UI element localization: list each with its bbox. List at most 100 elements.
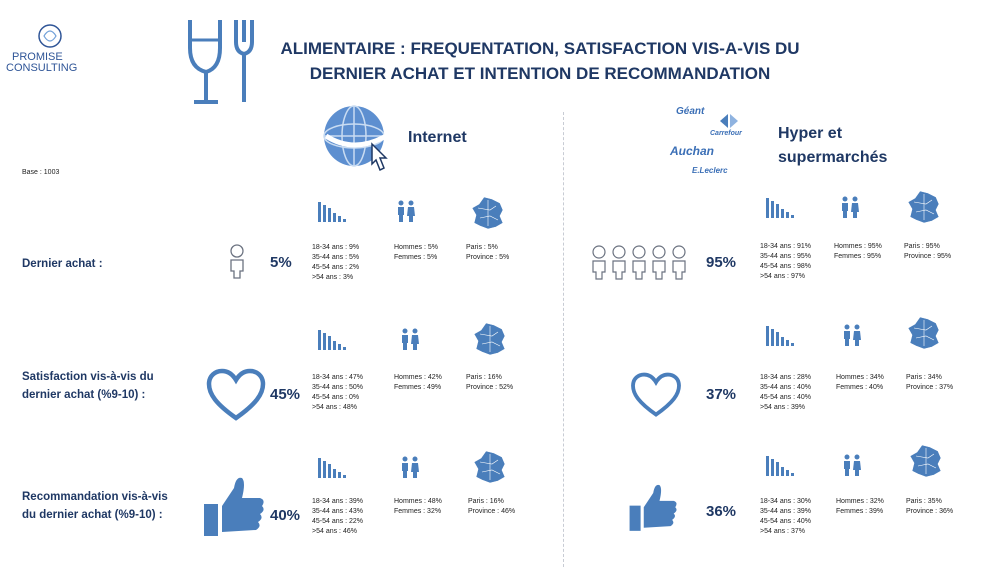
region-line: Province : 52% [466, 384, 514, 391]
age-line: 18-34 ans : 28% [760, 374, 811, 381]
france-map-icon [907, 190, 940, 224]
age-line: 45-54 ans : 22% [312, 518, 363, 525]
region-line: Paris : 16% [468, 498, 504, 505]
thumbs-up-icon [204, 477, 264, 536]
section-divider [563, 112, 564, 567]
internet-dernier-pct: 5% [270, 254, 292, 271]
age-line: 18-34 ans : 30% [760, 498, 811, 505]
sexe-line: Hommes : 48% [394, 498, 442, 505]
hyper-title: Hyper et supermarchés [778, 122, 887, 170]
thumbs-up-icon [629, 484, 677, 531]
hyper-recommandation-pct: 36% [706, 503, 737, 520]
sexe-line: Femmes : 40% [836, 384, 884, 391]
title-line2: DERNIER ACHAT ET INTENTION DE RECOMMANDA… [309, 64, 771, 83]
logo-geant: Géant [676, 106, 705, 117]
age-line: 35-44 ans : 50% [312, 384, 363, 391]
age-bars-icon [766, 198, 794, 218]
heart-icon [631, 372, 681, 417]
title-line1: ALIMENTAIRE : FREQUENTATION, SATISFACTIO… [280, 39, 800, 58]
logo-name-line1: PROMISE [12, 51, 63, 63]
label-recommandation-line1: Recommandation vis-à-vis [22, 491, 168, 503]
logo-auchan: Auchan [670, 144, 715, 158]
internet-recommandation-pct: 40% [270, 507, 301, 524]
region-line: Province : 5% [466, 254, 510, 261]
hyper-recommandation-breakdown: 18-34 ans : 30% 35-44 ans : 39% 45-54 an… [760, 444, 985, 544]
carrefour-icon [720, 114, 738, 128]
age-line: 35-44 ans : 43% [312, 508, 363, 515]
age-line: 18-34 ans : 47% [312, 374, 363, 381]
internet-satisfaction-pct: 45% [270, 386, 301, 403]
label-recommandation: Recommandation vis-à-vis du dernier acha… [22, 488, 168, 524]
france-map-icon [907, 316, 940, 350]
hyper-satisfaction-pct: 37% [706, 386, 737, 403]
age-line: 45-54 ans : 0% [312, 394, 360, 401]
heart-icon [206, 368, 266, 421]
age-line: 18-34 ans : 9% [312, 244, 360, 251]
logo-mark-icon [38, 24, 62, 48]
hyper-dernier-breakdown: 18-34 ans : 91% 35-44 ans : 95% 45-54 an… [760, 190, 985, 290]
man-woman-icon [842, 196, 859, 218]
age-line: 35-44 ans : 95% [760, 253, 811, 260]
logo-leclerc: E.Leclerc [692, 166, 728, 175]
man-woman-icon [844, 324, 861, 346]
sexe-line: Hommes : 42% [394, 374, 442, 381]
people-outline-group [590, 244, 690, 282]
hyper-title-line1: Hyper et [778, 125, 843, 142]
man-woman-icon [402, 456, 419, 478]
man-woman-icon [398, 200, 415, 222]
label-satisfaction: Satisfaction vis-à-vis du dernier achat … [22, 368, 154, 404]
france-map-icon [473, 450, 506, 484]
age-line: 45-54 ans : 2% [312, 264, 360, 271]
france-map-icon [909, 444, 942, 478]
sexe-line: Hommes : 5% [394, 244, 438, 251]
age-line: 18-34 ans : 91% [760, 243, 811, 250]
base-size: Base : 1003 [22, 169, 60, 176]
age-line: 35-44 ans : 5% [312, 254, 360, 261]
age-line: 45-54 ans : 40% [760, 394, 811, 401]
age-line: 35-44 ans : 40% [760, 384, 811, 391]
logo-carrefour: Carrefour [710, 130, 742, 137]
age-line: >54 ans : 46% [312, 528, 357, 535]
sexe-line: Hommes : 34% [836, 374, 884, 381]
age-line: >54 ans : 97% [760, 273, 805, 280]
region-line: Paris : 16% [466, 374, 502, 381]
sexe-line: Femmes : 49% [394, 384, 442, 391]
people-outline-icon [592, 245, 686, 280]
region-line: Paris : 5% [466, 244, 498, 251]
retailer-logos: Géant Carrefour Auchan E.Leclerc [670, 104, 770, 180]
sexe-line: Hommes : 32% [836, 498, 884, 505]
age-bars-icon [318, 458, 346, 478]
age-bars-icon [766, 326, 794, 346]
brand-logo: PROMISE CONSULTING [6, 22, 96, 82]
france-map-icon [473, 322, 506, 356]
sexe-line: Femmes : 5% [394, 254, 438, 261]
age-line: >54 ans : 48% [312, 404, 357, 411]
age-line: >54 ans : 39% [760, 404, 805, 411]
france-map-icon [471, 196, 504, 230]
internet-satisfaction-breakdown: 18-34 ans : 47% 35-44 ans : 50% 45-54 an… [312, 322, 542, 418]
label-dernier-achat: Dernier achat : [22, 258, 103, 270]
food-glass-fork-icon [188, 20, 254, 104]
sexe-line: Femmes : 39% [836, 508, 884, 515]
sexe-line: Femmes : 95% [834, 253, 882, 260]
region-line: Province : 36% [906, 508, 954, 515]
person-outline-icon [230, 244, 244, 279]
internet-title: Internet [408, 129, 467, 146]
label-satisfaction-line2: dernier achat (%9-10) : [22, 389, 146, 401]
page-title: ALIMENTAIRE : FREQUENTATION, SATISFACTIO… [260, 36, 820, 86]
region-line: Paris : 95% [904, 243, 940, 250]
age-bars-icon [318, 202, 346, 222]
internet-recommandation-breakdown: 18-34 ans : 39% 35-44 ans : 43% 45-54 an… [312, 450, 542, 544]
internet-dernier-breakdown: 18-34 ans : 9% 35-44 ans : 5% 45-54 ans … [312, 196, 542, 290]
sexe-line: Hommes : 95% [834, 243, 882, 250]
hyper-satisfaction-breakdown: 18-34 ans : 28% 35-44 ans : 40% 45-54 an… [760, 316, 985, 420]
region-line: Province : 37% [906, 384, 954, 391]
hyper-title-line2: supermarchés [778, 149, 888, 166]
region-line: Province : 95% [904, 253, 952, 260]
label-recommandation-line2: du dernier achat (%9-10) : [22, 509, 163, 521]
label-satisfaction-line1: Satisfaction vis-à-vis du [22, 371, 154, 383]
hyper-dernier-pct: 95% [706, 254, 737, 271]
age-line: 35-44 ans : 39% [760, 508, 811, 515]
age-line: >54 ans : 37% [760, 528, 805, 535]
logo-name-line2: CONSULTING [6, 62, 78, 74]
